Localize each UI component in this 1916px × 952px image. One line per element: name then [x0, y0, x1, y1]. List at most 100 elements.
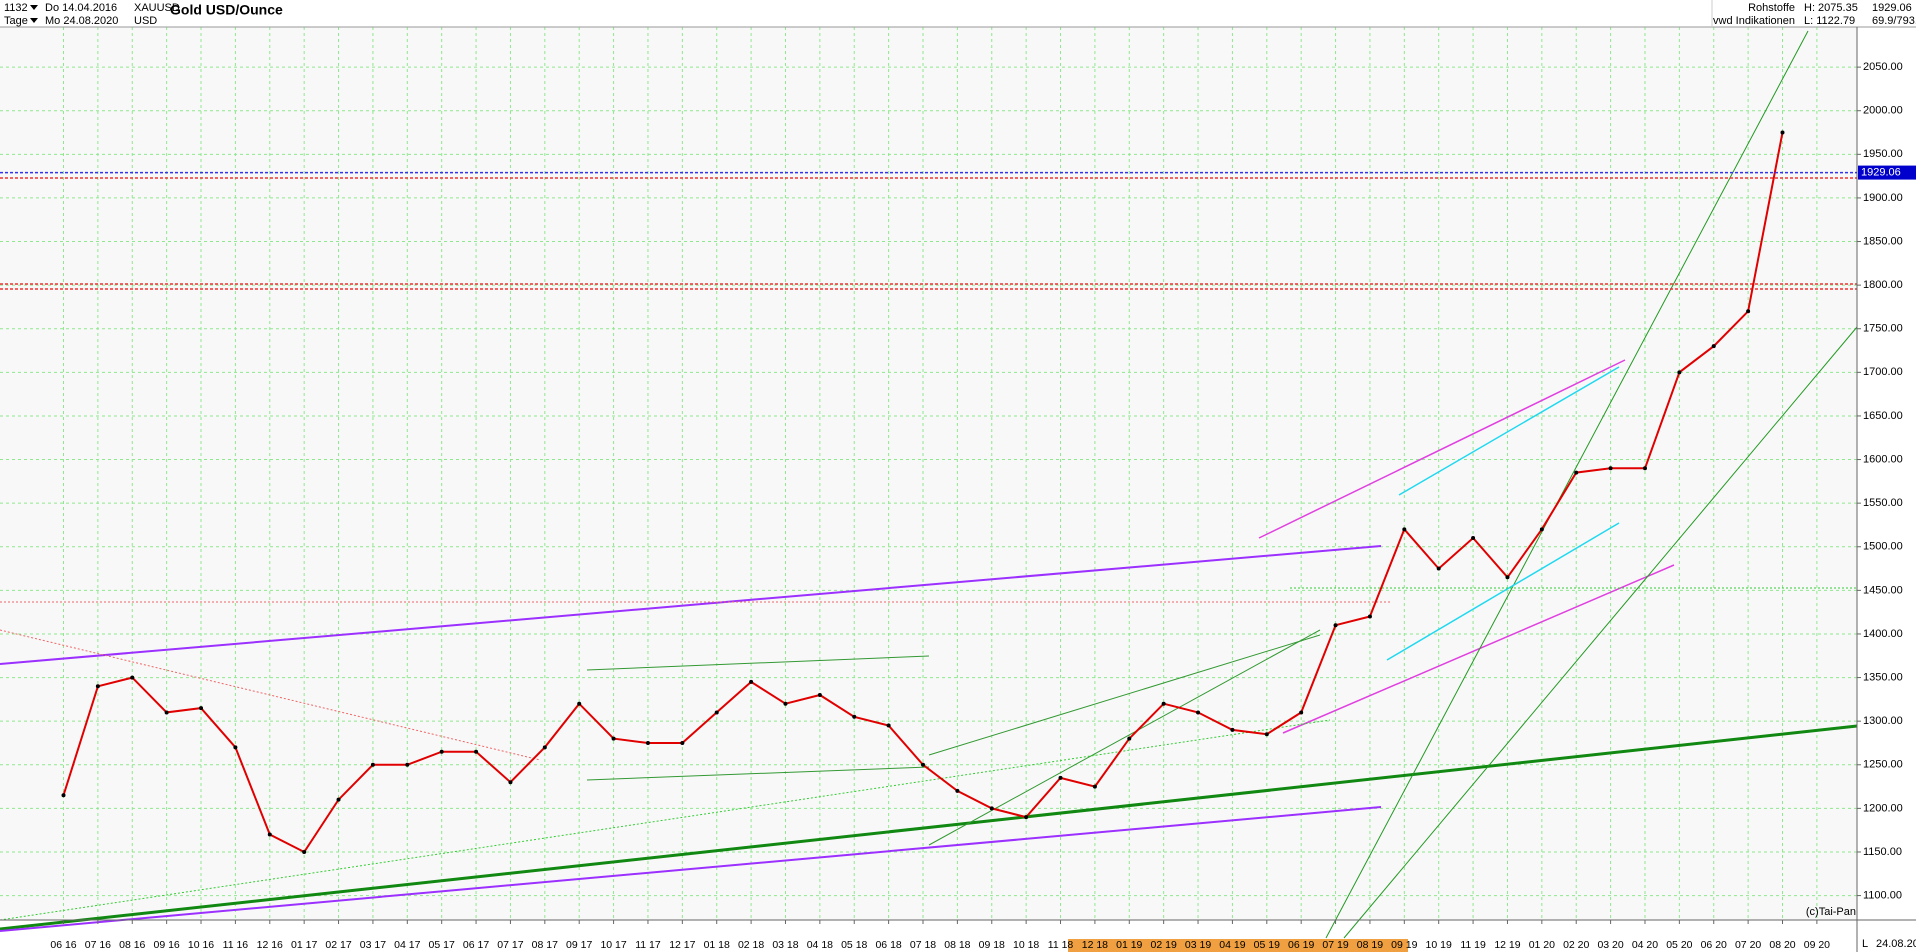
- y-tick-label: 1950.00: [1863, 148, 1903, 160]
- x-tick-label: 09 16: [153, 939, 179, 951]
- trend-line: [1282, 564, 1675, 734]
- x-tick-label: 06 20: [1701, 939, 1727, 951]
- price-point: [749, 679, 754, 684]
- trend-line: [0, 806, 1382, 932]
- y-tick-label: 1500.00: [1863, 541, 1903, 553]
- y-tick-label: 1100.00: [1863, 889, 1902, 901]
- price-point: [1642, 466, 1647, 471]
- price-point: [1367, 614, 1372, 619]
- price-point: [542, 745, 547, 750]
- y-tick-label: 1450.00: [1863, 584, 1903, 596]
- price-point: [1024, 815, 1029, 820]
- x-tick-label: 06 18: [875, 939, 901, 951]
- price-point: [336, 797, 341, 802]
- x-tick-label: 09 19: [1391, 939, 1417, 951]
- price-point: [1780, 130, 1785, 135]
- x-tick-label: 09 17: [566, 939, 592, 951]
- y-tick-label: 1700.00: [1863, 366, 1903, 378]
- price-point: [1711, 344, 1716, 349]
- plot-area: [0, 27, 1857, 920]
- x-tick-label: 11 17: [635, 939, 661, 951]
- copyright: (c)Tai-Pan: [1806, 906, 1856, 918]
- price-point: [1299, 710, 1304, 715]
- trend-line: [586, 655, 930, 671]
- x-tick-label: 10 18: [1013, 939, 1039, 951]
- price-point: [1058, 775, 1063, 780]
- price-point: [1608, 466, 1613, 471]
- x-tick-label: 10 17: [600, 939, 626, 951]
- x-tick-label: 03 20: [1597, 939, 1623, 951]
- trend-lines: [0, 30, 1858, 939]
- x-tick-label: 07 19: [1322, 939, 1348, 951]
- trend-line: [1386, 522, 1620, 661]
- price-point: [1230, 727, 1235, 732]
- x-tick-label: 05 19: [1254, 939, 1280, 951]
- trend-line: [1343, 326, 1858, 939]
- last-price-header: 1929.06: [1872, 2, 1912, 14]
- x-tick-label: 04 18: [807, 939, 833, 951]
- price-point: [955, 788, 960, 793]
- price-point: [611, 736, 616, 741]
- x-tick-label: 05 20: [1666, 939, 1692, 951]
- y-tick-label: 2000.00: [1863, 105, 1903, 117]
- x-tick-label: 08 19: [1357, 939, 1383, 951]
- axis-highlight: [1068, 939, 1408, 952]
- x-tick-label: 01 17: [291, 939, 317, 951]
- x-tick-label: 08 17: [532, 939, 558, 951]
- price-point: [921, 762, 925, 767]
- price-point: [1746, 309, 1751, 314]
- dropdown-icon[interactable]: [30, 5, 38, 10]
- ticker: XAUUSD: [134, 2, 180, 14]
- trend-line: [586, 766, 930, 781]
- price-point: [1574, 470, 1579, 475]
- price-point: [1092, 784, 1097, 789]
- price-point: [1402, 527, 1407, 532]
- y-tick-label: 1150.00: [1863, 846, 1902, 858]
- price-point: [233, 745, 238, 750]
- x-tick-label: 08 18: [944, 939, 970, 951]
- x-tick-label: 02 18: [738, 939, 764, 951]
- last-price-box: [1858, 165, 1916, 180]
- y-tick-label: 1350.00: [1863, 671, 1903, 683]
- period: Tage: [4, 15, 28, 27]
- dropdown-icon[interactable]: [30, 18, 38, 23]
- trend-line: [1325, 30, 1809, 939]
- x-tick-label: 11 19: [1460, 939, 1486, 951]
- price-point: [645, 740, 650, 745]
- price-point: [61, 793, 66, 798]
- x-tick-label: 05 18: [841, 939, 867, 951]
- source: vwd Indikationen: [1713, 15, 1795, 27]
- price-point: [508, 780, 513, 785]
- price-point: [817, 693, 822, 698]
- x-tick-label: 12 18: [1082, 939, 1108, 951]
- price-point: [886, 723, 891, 728]
- trend-line: [0, 545, 1382, 665]
- price-point: [1333, 623, 1338, 628]
- y-tick-label: 1600.00: [1863, 453, 1903, 465]
- price-point: [1127, 736, 1132, 741]
- x-tick-label: 03 18: [772, 939, 798, 951]
- x-tick-label: 08 16: [119, 939, 145, 951]
- x-tick-label: 08 20: [1769, 939, 1795, 951]
- y-tick-label: 1650.00: [1863, 410, 1903, 422]
- x-tick-label: 04 19: [1219, 939, 1245, 951]
- x-tick-label: 10 19: [1426, 939, 1452, 951]
- x-tick-label: 12 16: [257, 939, 283, 951]
- price-point: [1471, 536, 1476, 541]
- price-point: [95, 684, 100, 689]
- y-tick-label: 2050.00: [1863, 61, 1903, 73]
- y-tick-label: 1850.00: [1863, 235, 1903, 247]
- trend-line: [0, 629, 541, 761]
- y-tick-label: 1250.00: [1863, 759, 1903, 771]
- price-point: [1505, 575, 1510, 580]
- x-tick-label: 07 17: [497, 939, 523, 951]
- price-point: [1264, 732, 1269, 737]
- price-point: [1677, 370, 1682, 375]
- x-tick-label: 07 18: [910, 939, 936, 951]
- extra-info: 69.9/793.9: [1872, 15, 1916, 27]
- header-bar: [0, 0, 1916, 27]
- x-tick-label: 01 20: [1529, 939, 1555, 951]
- price-point: [474, 749, 479, 754]
- price-point: [267, 832, 272, 837]
- y-tick-label: 1300.00: [1863, 715, 1903, 727]
